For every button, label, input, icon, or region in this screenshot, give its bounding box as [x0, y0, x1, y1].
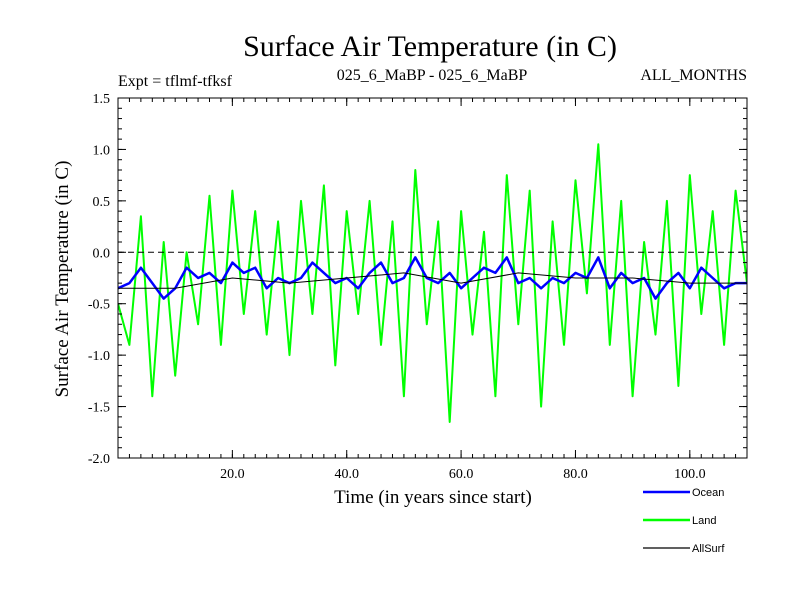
y-tick-label: 0.0: [93, 246, 111, 261]
legend-label-land: Land: [692, 515, 716, 527]
x-tick-label: 80.0: [563, 467, 588, 482]
series-allsurf: [118, 272, 747, 289]
y-tick-label: 0.5: [93, 195, 111, 210]
y-tick-label: -1.5: [88, 401, 110, 416]
y-axis-label: Surface Air Temperature (in C): [52, 161, 73, 398]
x-tick-label: 60.0: [449, 467, 474, 482]
ticks-layer: -2.0 -1.5 -1.0 -0.5 0.0 0.5 1.0 1.5 20.0 40.0 60.0…: [88, 92, 748, 482]
axes-layer: [117, 97, 748, 459]
y-tick-label: 1.5: [93, 92, 111, 107]
series-layer: [118, 143, 747, 423]
series-land: [118, 143, 747, 423]
months-label: ALL_MONTHS: [640, 67, 747, 84]
legend-label-allsurf: AllSurf: [692, 543, 725, 555]
y-tick-label: -0.5: [88, 298, 110, 313]
x-tick-label: 40.0: [334, 467, 359, 482]
x-axis-label: Time (in years since start): [334, 487, 532, 508]
x-tick-label: 20.0: [220, 467, 245, 482]
y-tick-label: -2.0: [88, 452, 110, 467]
y-tick-label: 1.0: [93, 143, 111, 158]
experiment-label: Expt = tflmf-tfksf: [118, 73, 233, 90]
y-tick-label: -1.0: [88, 349, 110, 364]
plot-frame: [117, 97, 748, 459]
legend-label-ocean: Ocean: [692, 487, 724, 499]
x-tick-label: 100.0: [674, 467, 706, 482]
period-label: 025_6_MaBP - 025_6_MaBP: [337, 67, 528, 84]
legend: Ocean Land AllSurf: [643, 487, 725, 555]
chart-title: Surface Air Temperature (in C): [243, 30, 617, 63]
